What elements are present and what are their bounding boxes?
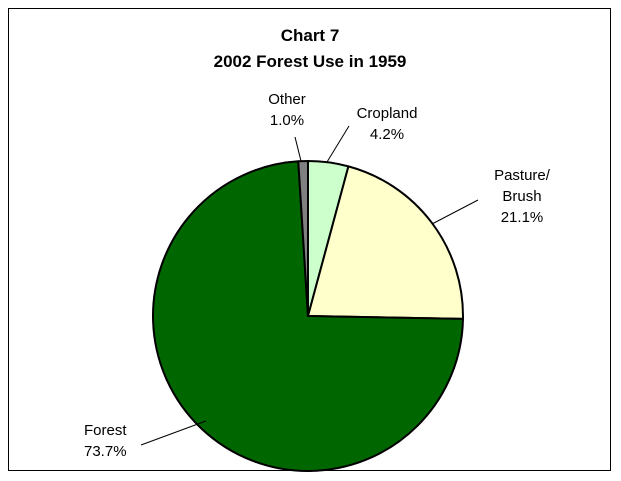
leader-line-forest (140, 420, 207, 446)
slice-value-label-cropland: 4.2% (370, 126, 404, 143)
pie-slice-other (297, 160, 309, 317)
slice-name-label-other-0: Other (268, 91, 306, 108)
leader-line-other (294, 136, 302, 162)
slice-name-label-forest-0: Forest (84, 422, 127, 439)
slice-value-label-pasture-brush: 21.1% (501, 209, 544, 226)
slice-name-label-pasture-brush-0: Pasture/ (494, 167, 551, 184)
pie-slices (152, 160, 464, 472)
chart-subtitle: 2002 Forest Use in 1959 (214, 52, 407, 71)
pie-slice-pasture-brush (307, 165, 464, 320)
slice-name-label-pasture-brush-1: Brush (502, 188, 541, 205)
slice-name-label-cropland-0: Cropland (357, 105, 418, 122)
slice-value-label-forest: 73.7% (84, 443, 127, 460)
chart-title: Chart 7 (281, 26, 340, 45)
leader-line-pasture-brush (431, 199, 479, 225)
slice-labels: Cropland 4.2% Pasture/Brush 21.1% Forest 73.7… (84, 91, 551, 460)
slice-value-label-other: 1.0% (270, 112, 304, 129)
leader-line-cropland (326, 125, 350, 163)
leader-lines (140, 125, 479, 446)
